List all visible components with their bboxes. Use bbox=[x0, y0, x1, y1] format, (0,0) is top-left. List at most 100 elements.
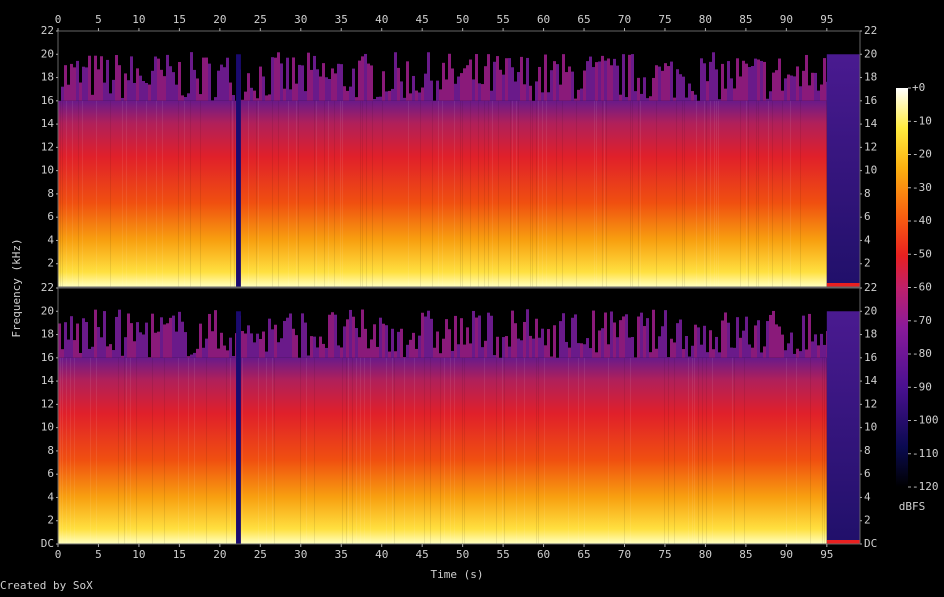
texture bbox=[466, 65, 469, 101]
texture bbox=[592, 67, 595, 101]
texture bbox=[763, 62, 766, 101]
texture bbox=[175, 85, 178, 101]
texture bbox=[805, 55, 808, 101]
texture bbox=[748, 101, 749, 287]
texture bbox=[301, 313, 304, 357]
texture bbox=[115, 317, 118, 358]
texture bbox=[362, 101, 363, 287]
texture bbox=[484, 66, 487, 101]
texture bbox=[169, 318, 172, 358]
texture bbox=[247, 73, 250, 101]
texture bbox=[502, 337, 505, 358]
texture bbox=[196, 78, 199, 100]
texture bbox=[394, 52, 397, 101]
texture bbox=[319, 77, 322, 101]
texture bbox=[76, 61, 79, 101]
texture bbox=[367, 348, 370, 357]
texture bbox=[139, 76, 142, 101]
texture bbox=[685, 336, 688, 358]
texture bbox=[394, 358, 395, 544]
texture bbox=[744, 358, 745, 544]
texture bbox=[516, 101, 517, 287]
y-tick-label: DC bbox=[41, 537, 54, 550]
texture bbox=[463, 68, 466, 101]
texture bbox=[133, 341, 136, 358]
texture bbox=[811, 73, 814, 101]
texture bbox=[684, 101, 685, 287]
texture bbox=[193, 70, 196, 101]
texture bbox=[562, 101, 563, 287]
texture bbox=[802, 316, 805, 358]
texture bbox=[787, 343, 790, 357]
texture bbox=[541, 92, 544, 100]
texture bbox=[583, 71, 586, 101]
texture bbox=[121, 98, 124, 101]
texture bbox=[511, 67, 514, 101]
texture bbox=[126, 358, 127, 544]
texture bbox=[242, 358, 243, 544]
texture bbox=[142, 334, 145, 357]
texture bbox=[112, 350, 115, 358]
texture bbox=[206, 358, 207, 544]
texture bbox=[91, 95, 94, 101]
texture bbox=[337, 64, 340, 101]
texture bbox=[823, 58, 826, 101]
texture bbox=[100, 56, 103, 101]
texture bbox=[541, 329, 544, 358]
texture bbox=[248, 101, 249, 287]
texture bbox=[268, 94, 271, 100]
texture bbox=[602, 101, 603, 287]
texture bbox=[622, 54, 625, 101]
texture bbox=[536, 358, 537, 544]
texture bbox=[178, 358, 179, 544]
texture bbox=[202, 348, 205, 358]
texture bbox=[230, 101, 231, 287]
texture bbox=[502, 75, 505, 101]
texture bbox=[444, 358, 445, 544]
y-tick-label: 22 bbox=[41, 281, 54, 294]
texture bbox=[190, 52, 193, 101]
texture bbox=[655, 65, 658, 101]
texture bbox=[460, 73, 463, 101]
texture bbox=[439, 89, 442, 100]
texture bbox=[478, 316, 481, 358]
texture bbox=[430, 81, 433, 101]
texture bbox=[532, 339, 535, 358]
texture bbox=[799, 351, 802, 358]
texture bbox=[450, 358, 451, 544]
texture bbox=[492, 101, 493, 287]
texture bbox=[718, 352, 721, 357]
texture bbox=[70, 358, 71, 544]
texture bbox=[72, 101, 73, 287]
texture bbox=[751, 66, 754, 101]
footer: Created by SoX bbox=[0, 579, 93, 592]
texture bbox=[580, 89, 583, 101]
y-tick-label: 16 bbox=[41, 351, 54, 364]
texture bbox=[724, 89, 727, 101]
texture bbox=[628, 338, 631, 358]
texture bbox=[622, 316, 625, 357]
texture bbox=[730, 78, 733, 100]
texture bbox=[418, 92, 421, 100]
x-tick-label-top: 65 bbox=[577, 13, 590, 26]
texture bbox=[322, 63, 325, 101]
texture bbox=[504, 358, 505, 544]
y-tick-label: 4 bbox=[47, 490, 54, 503]
texture bbox=[625, 314, 628, 358]
texture bbox=[211, 100, 214, 101]
texture bbox=[301, 65, 304, 100]
texture bbox=[656, 101, 657, 287]
texture bbox=[152, 358, 153, 544]
texture bbox=[415, 91, 418, 101]
colorbar-tick-label: -10 bbox=[912, 114, 932, 127]
texture bbox=[638, 101, 639, 287]
texture bbox=[262, 76, 265, 100]
texture bbox=[640, 94, 643, 101]
texture bbox=[314, 101, 315, 287]
texture bbox=[469, 343, 472, 357]
texture bbox=[385, 91, 388, 100]
texture bbox=[199, 324, 202, 358]
texture bbox=[178, 312, 181, 358]
y-tick-label-right: 4 bbox=[864, 490, 871, 503]
x-tick-label: 65 bbox=[577, 548, 590, 561]
